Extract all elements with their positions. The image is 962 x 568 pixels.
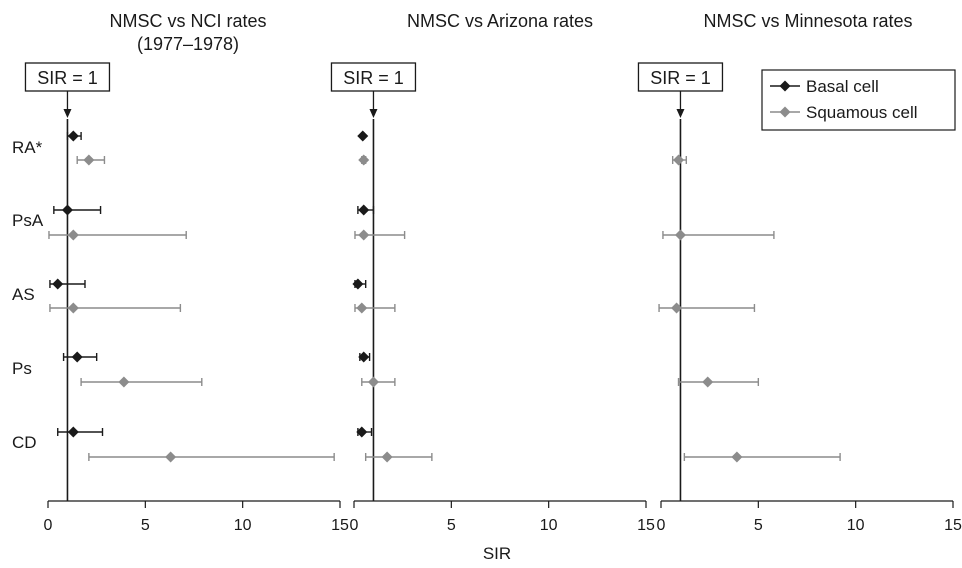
- data-point-diamond: [356, 426, 368, 438]
- category-label: AS: [12, 285, 35, 304]
- data-point-diamond: [358, 204, 370, 216]
- x-tick-label: 15: [944, 517, 962, 534]
- data-point-diamond: [67, 130, 79, 142]
- reference-arrowhead: [369, 109, 378, 118]
- data-point-diamond: [352, 278, 364, 290]
- category-label: PsA: [12, 211, 44, 230]
- legend-marker: [779, 106, 791, 118]
- x-tick-label: 5: [447, 517, 456, 534]
- legend-marker: [779, 80, 791, 92]
- reference-box: [637, 62, 724, 92]
- data-point-diamond: [358, 154, 370, 166]
- reference-arrowhead: [676, 109, 685, 118]
- legend-box: [761, 69, 956, 131]
- legend-label: Basal cell: [806, 77, 879, 96]
- data-point-diamond: [671, 302, 683, 314]
- legend-label: Squamous cell: [806, 103, 918, 122]
- data-point-diamond: [71, 351, 83, 363]
- x-tick-label: 10: [540, 517, 558, 534]
- data-point-diamond: [731, 451, 743, 463]
- legend-item-squamous: Squamous cell: [770, 103, 918, 122]
- x-tick-label: 5: [754, 517, 763, 534]
- panel-title: NMSC vs Arizona rates: [407, 11, 593, 31]
- x-axis-label: SIR: [483, 544, 511, 563]
- category-label: CD: [12, 433, 37, 452]
- data-point-diamond: [367, 376, 379, 388]
- data-point-diamond: [702, 376, 714, 388]
- x-tick-label: 10: [847, 517, 865, 534]
- reference-label: SIR = 1: [343, 68, 404, 88]
- reference-label: SIR = 1: [37, 68, 98, 88]
- x-tick-label: 10: [234, 517, 252, 534]
- legend: Basal cell Squamous cell: [761, 69, 956, 131]
- panel-title: NMSC vs Minnesota rates: [703, 11, 912, 31]
- reference-arrowhead: [63, 109, 72, 118]
- x-tick-label: 5: [141, 517, 150, 534]
- data-point-diamond: [52, 278, 64, 290]
- reference-box: [330, 62, 417, 92]
- data-point-diamond: [61, 204, 73, 216]
- x-tick-label: 15: [637, 517, 655, 534]
- x-tick-label: 0: [657, 517, 666, 534]
- reference-label: SIR = 1: [650, 68, 711, 88]
- data-point-diamond: [358, 229, 370, 241]
- data-point-diamond: [381, 451, 393, 463]
- data-point-diamond: [83, 154, 95, 166]
- panel-2: NMSC vs Arizona rates 0 5 10 15 SIR = 1: [330, 11, 655, 534]
- category-label: Ps: [12, 359, 32, 378]
- data-point-diamond: [357, 130, 369, 142]
- data-point-diamond: [67, 229, 79, 241]
- data-point-diamond: [67, 426, 79, 438]
- x-tick-label: 0: [44, 517, 53, 534]
- panel-1: NMSC vs NCI rates (1977–1978) 0 5 10 15 SIR = …: [12, 11, 349, 534]
- data-point-diamond: [674, 229, 686, 241]
- x-tick-label: 0: [350, 517, 359, 534]
- x-tick-label: 15: [331, 517, 349, 534]
- legend-item-basal: Basal cell: [770, 77, 879, 96]
- panel-subtitle: (1977–1978): [137, 34, 239, 54]
- category-label: RA*: [12, 138, 43, 157]
- data-point-diamond: [358, 351, 370, 363]
- panel-title: NMSC vs NCI rates: [109, 11, 266, 31]
- data-point-diamond: [673, 154, 685, 166]
- data-point-diamond: [67, 302, 79, 314]
- data-point-diamond: [165, 451, 177, 463]
- data-point-diamond: [356, 302, 368, 314]
- data-point-diamond: [118, 376, 130, 388]
- panel-3: NMSC vs Minnesota rates 0 5 10 15 SIR = 1: [637, 11, 962, 534]
